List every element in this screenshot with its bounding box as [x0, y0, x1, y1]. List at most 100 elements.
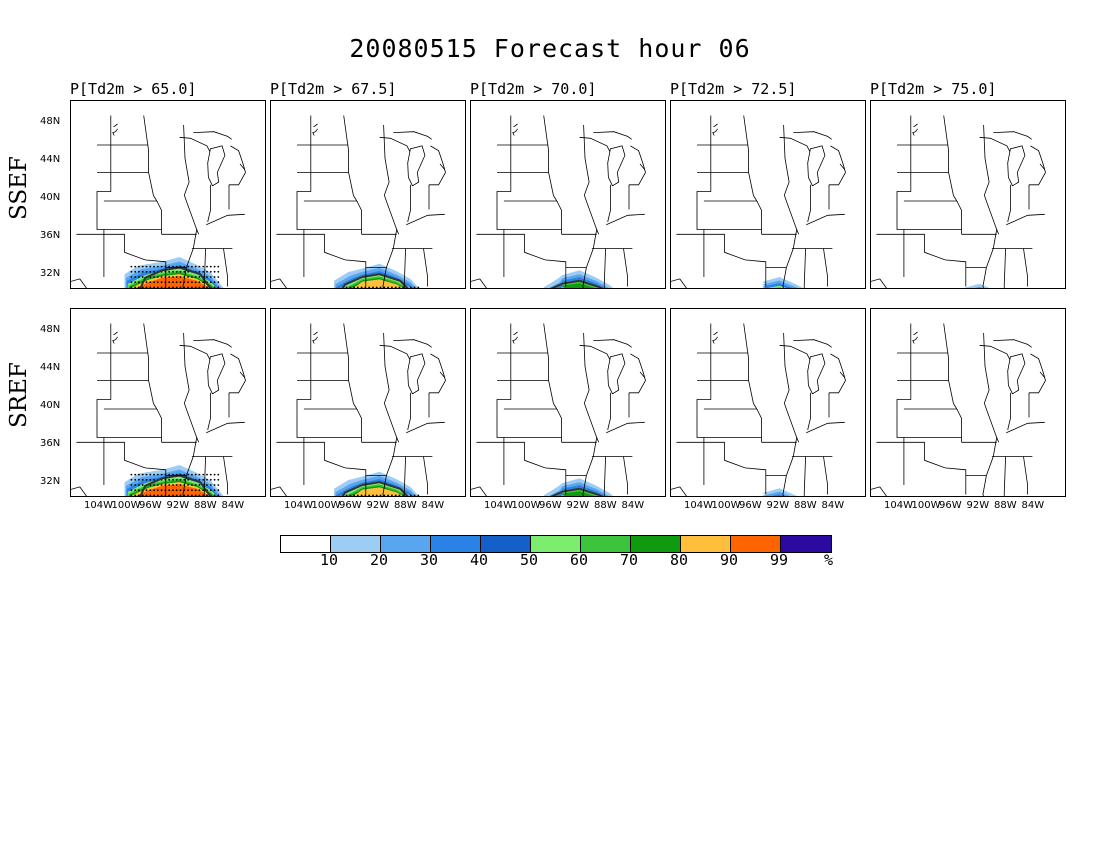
state-borders — [471, 115, 646, 288]
lon-tick-label: 104W — [484, 500, 513, 511]
lat-tick-label: 32N — [40, 268, 61, 279]
state-borders — [71, 115, 246, 288]
state-borders — [671, 323, 846, 496]
lat-tick-label: 48N — [40, 116, 61, 127]
panel-title-4: P[Td2m > 75.0] — [870, 80, 997, 98]
colorbar-label: 60 — [570, 551, 589, 569]
probability-contour — [770, 494, 785, 496]
lon-tick-label: 88W — [394, 500, 417, 511]
map-canvas — [271, 115, 446, 288]
lon-tick-label: 100W — [511, 500, 541, 511]
lon-tick-label: 96W — [339, 500, 362, 511]
panel-title-2: P[Td2m > 70.0] — [470, 80, 597, 98]
map-panel-ssef-1 — [270, 100, 466, 289]
lon-tick-label: 96W — [539, 500, 562, 511]
colorbar-swatch — [381, 536, 431, 552]
map-canvas — [671, 115, 846, 288]
map-panel-ssef-4 — [870, 100, 1066, 289]
lon-tick-label: 96W — [139, 500, 162, 511]
lon-tick-label: 104W — [884, 500, 913, 511]
colorbar-label: 30 — [420, 551, 439, 569]
map-panel-sref-4 — [870, 308, 1066, 497]
probability-contour — [351, 279, 404, 288]
lon-tick-label: 88W — [794, 500, 817, 511]
map-canvas — [871, 323, 1046, 496]
contour-line — [139, 474, 212, 496]
map-panel-ssef-0 — [70, 100, 266, 289]
probability-contour — [351, 487, 404, 496]
probability-contour — [767, 285, 786, 288]
contour-line — [341, 481, 409, 496]
panel-title-1: P[Td2m > 67.5] — [270, 80, 397, 98]
colorbar-swatch — [631, 536, 681, 552]
colorbar-label: 90 — [720, 551, 739, 569]
state-borders — [71, 323, 246, 496]
row-label-1: SREF — [6, 362, 32, 428]
map-panel-sref-0 — [70, 308, 266, 497]
state-borders — [471, 323, 646, 496]
lon-tick-label: 92W — [366, 500, 390, 511]
lon-tick-label: 96W — [939, 500, 962, 511]
probability-contour — [776, 287, 782, 288]
map-canvas — [871, 115, 1046, 288]
lon-tick-label: 84W — [621, 500, 645, 511]
lat-tick-label: 32N — [40, 476, 61, 487]
state-borders — [871, 323, 1046, 496]
panel-title-3: P[Td2m > 72.5] — [670, 80, 797, 98]
colorbar-swatch — [681, 536, 731, 552]
map-panel-sref-2 — [470, 308, 666, 497]
colorbar-label: 70 — [620, 551, 639, 569]
lon-tick-label: 84W — [1021, 500, 1045, 511]
colorbar-swatch — [781, 536, 831, 552]
colorbar-label: 20 — [370, 551, 389, 569]
colorbar-label: 50 — [520, 551, 539, 569]
probability-contour — [562, 283, 595, 288]
lon-tick-label: 88W — [594, 500, 617, 511]
lon-tick-label: 88W — [994, 500, 1017, 511]
main-title: 20080515 Forecast hour 06 — [349, 34, 751, 63]
lon-tick-label: 104W — [84, 500, 113, 511]
row-label-0: SSEF — [6, 156, 32, 220]
stipple-dots — [130, 473, 220, 496]
colorbar-label: 40 — [470, 551, 489, 569]
lon-tick-label: 100W — [111, 500, 141, 511]
map-panel-sref-1 — [270, 308, 466, 497]
map-canvas — [471, 323, 646, 496]
lat-tick-label: 48N — [40, 324, 61, 335]
state-borders — [271, 115, 446, 288]
map-panel-sref-3 — [670, 308, 866, 497]
lon-tick-label: 100W — [311, 500, 341, 511]
lon-tick-label: 96W — [739, 500, 762, 511]
probability-contour — [562, 491, 595, 496]
lon-tick-label: 92W — [566, 500, 590, 511]
lon-tick-label: 92W — [166, 500, 190, 511]
lon-tick-label: 104W — [284, 500, 313, 511]
colorbar-swatch — [731, 536, 781, 552]
contour-line — [550, 279, 604, 288]
colorbar-swatch — [481, 536, 531, 552]
lon-tick-label: 92W — [766, 500, 790, 511]
map-canvas — [271, 323, 446, 496]
colorbar-swatch — [581, 536, 631, 552]
state-borders — [871, 115, 1046, 288]
contour-line — [341, 273, 409, 288]
colorbar-label: % — [824, 551, 834, 569]
lon-tick-label: 84W — [821, 500, 845, 511]
map-canvas — [71, 323, 246, 496]
colorbar-swatch — [431, 536, 481, 552]
lat-tick-label: 40N — [40, 400, 61, 411]
lon-tick-label: 104W — [684, 500, 713, 511]
lon-tick-label: 92W — [966, 500, 990, 511]
colorbar-label: 80 — [670, 551, 689, 569]
probability-contour — [963, 283, 990, 288]
lat-tick-label: 44N — [40, 362, 61, 373]
lat-tick-label: 40N — [40, 192, 61, 203]
colorbar — [280, 535, 832, 553]
map-canvas — [671, 323, 846, 496]
contour-line — [139, 266, 212, 288]
map-panel-ssef-3 — [670, 100, 866, 289]
lon-tick-label: 84W — [221, 500, 245, 511]
lon-tick-label: 88W — [194, 500, 217, 511]
lon-tick-label: 100W — [711, 500, 741, 511]
lon-tick-label: 84W — [421, 500, 445, 511]
